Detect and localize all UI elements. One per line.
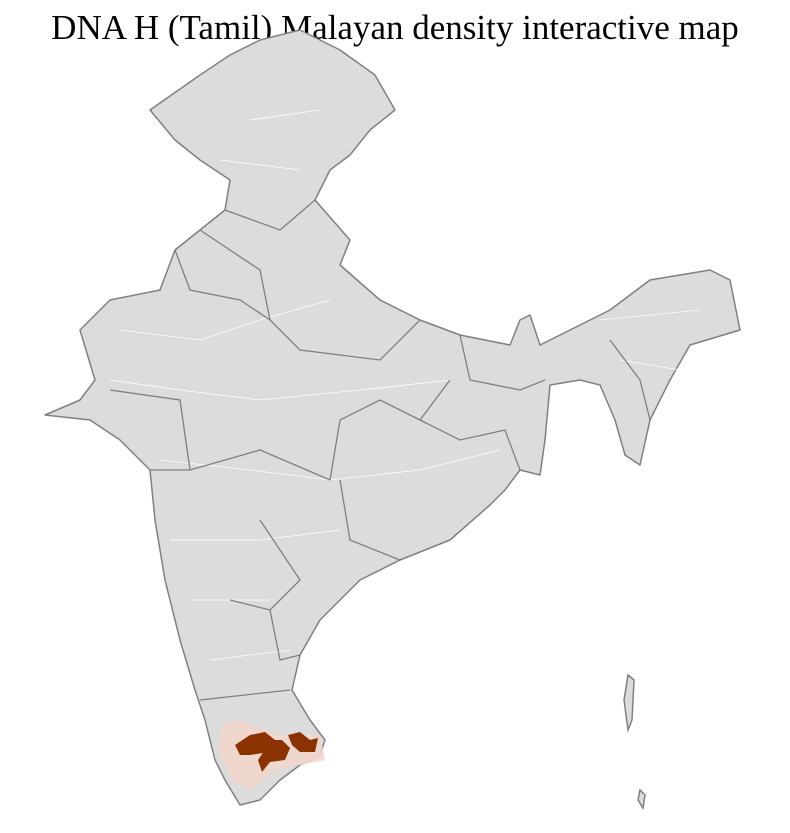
nicobar-islands[interactable] — [637, 788, 646, 811]
map-title: DNA H (Tamil) Malayan density interactiv… — [51, 8, 739, 47]
state-borders — [109, 199, 651, 701]
andaman-islands[interactable] — [623, 673, 635, 733]
district-high-density[interactable] — [288, 732, 318, 752]
density-layer — [218, 720, 325, 790]
india-landmass — [44, 29, 741, 811]
india-outline[interactable] — [44, 29, 741, 806]
district-high-density[interactable] — [258, 740, 290, 772]
